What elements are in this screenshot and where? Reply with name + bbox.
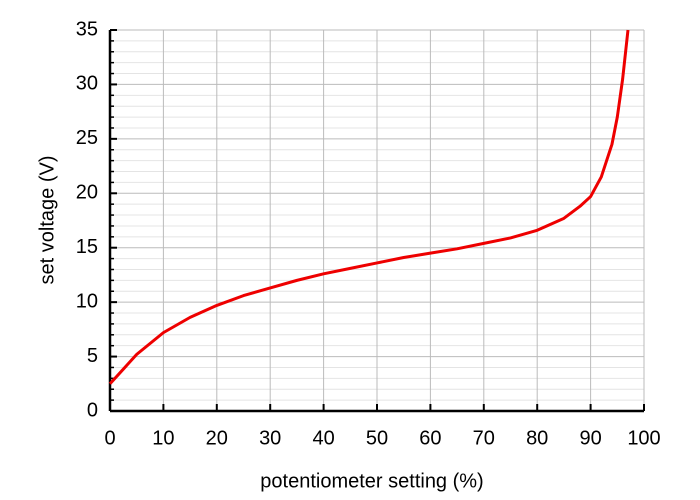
y-tick-label: 30: [76, 73, 98, 95]
x-tick-label: 70: [473, 427, 495, 449]
y-tick-label: 20: [76, 182, 98, 204]
x-tick-label: 30: [259, 427, 281, 449]
data-line: [108, 29, 630, 385]
y-tick-label: 35: [76, 18, 98, 40]
y-tick-label: 15: [76, 236, 98, 258]
y-tick-label: 25: [76, 127, 98, 149]
y-axis-label: set voltage (V): [36, 156, 58, 285]
x-tick-label: 20: [206, 427, 228, 449]
x-axis-label: potentiometer setting (%): [260, 470, 483, 492]
x-tick-label: 10: [152, 427, 174, 449]
y-tick-label: 0: [87, 399, 98, 421]
x-tick-label: 80: [526, 427, 548, 449]
x-tick-label: 0: [104, 427, 115, 449]
y-tick-label: 5: [87, 345, 98, 367]
x-tick-label: 40: [312, 427, 334, 449]
x-tick-label: 60: [419, 427, 441, 449]
x-tick-label: 90: [579, 427, 601, 449]
x-tick-label: 50: [366, 427, 388, 449]
x-tick-label: 100: [627, 427, 660, 449]
y-tick-label: 10: [76, 290, 98, 312]
